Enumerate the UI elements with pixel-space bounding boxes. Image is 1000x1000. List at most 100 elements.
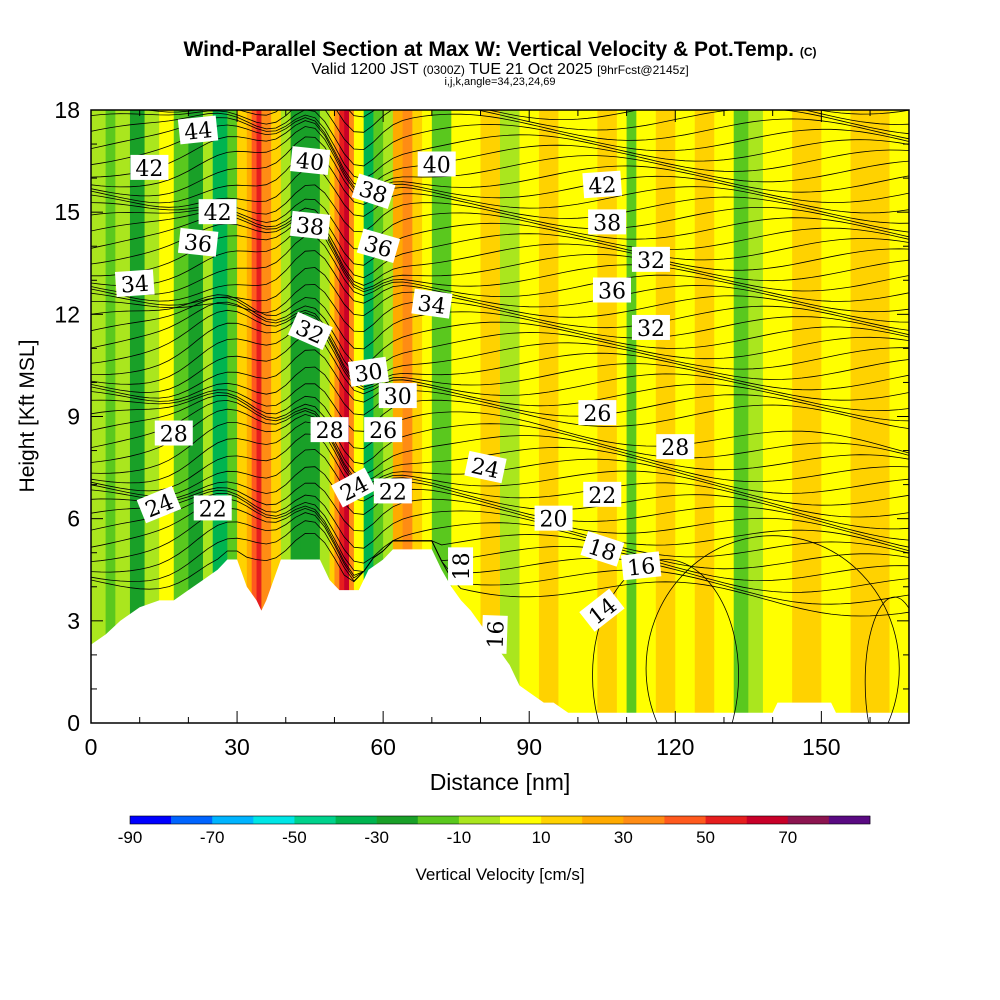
theta-label: 16 xyxy=(481,615,510,654)
velocity-column xyxy=(373,110,384,723)
theta-label: 24 xyxy=(464,450,507,484)
theta-label: 36 xyxy=(177,227,219,258)
theta-contour xyxy=(91,136,909,203)
theta-contour xyxy=(91,408,909,483)
theta-label-text: 16 xyxy=(626,554,656,582)
velocity-column xyxy=(792,110,822,723)
y-tick-label: 6 xyxy=(67,506,80,532)
theta-contour xyxy=(91,492,909,564)
y-tick-label: 9 xyxy=(67,404,80,430)
theta-contour xyxy=(91,433,909,518)
theta-label: 32 xyxy=(631,314,670,342)
theta-label-text: 22 xyxy=(199,497,227,522)
theta-contour xyxy=(91,284,909,333)
velocity-column xyxy=(334,110,340,723)
theta-contour xyxy=(864,596,909,723)
theta-label: 20 xyxy=(534,505,573,533)
velocity-column xyxy=(480,110,501,723)
velocity-column xyxy=(256,110,262,723)
theta-label: 18 xyxy=(448,547,475,586)
colorbar-tick-label: -10 xyxy=(447,828,472,847)
theta-contour xyxy=(91,120,909,192)
velocity-column xyxy=(422,110,433,723)
velocity-column xyxy=(850,110,871,723)
theta-label: 22 xyxy=(373,478,412,505)
theta-label-text: 16 xyxy=(484,620,510,649)
theta-label-text: 32 xyxy=(637,249,665,274)
theta-label: 38 xyxy=(289,210,331,241)
colorbar-swatch xyxy=(294,816,336,824)
colorbar-swatch xyxy=(212,816,254,824)
velocity-column xyxy=(626,110,637,723)
colorbar-tick-label: -50 xyxy=(282,828,307,847)
theta-label-text: 34 xyxy=(416,291,447,320)
theta-label-text: 42 xyxy=(588,173,618,200)
theta-label-text: 28 xyxy=(661,436,689,461)
theta-label: 40 xyxy=(289,146,331,177)
theta-contour xyxy=(91,520,909,605)
y-tick-label: 12 xyxy=(54,301,80,327)
theta-contour xyxy=(91,224,909,293)
theta-label-text: 22 xyxy=(379,480,407,505)
velocity-column xyxy=(402,110,413,723)
colorbar-swatch xyxy=(500,816,542,824)
colorbar-swatch xyxy=(130,816,172,824)
theta-label-text: 32 xyxy=(637,317,665,342)
theta-label-text: 34 xyxy=(120,272,150,299)
velocity-column xyxy=(694,110,715,723)
theta-contour xyxy=(91,296,909,366)
velocity-column xyxy=(246,110,253,723)
velocity-column xyxy=(319,110,331,723)
theta-contour xyxy=(91,150,909,214)
velocity-column xyxy=(129,110,146,723)
colorbar-swatch xyxy=(582,816,624,824)
velocity-column xyxy=(392,110,404,723)
theta-contour xyxy=(91,110,909,151)
velocity-column xyxy=(300,110,311,723)
theta-label: 22 xyxy=(193,495,232,522)
velocity-column xyxy=(310,110,321,723)
y-axis-label: Height [Kft MSL] xyxy=(16,340,39,493)
colorbar-swatch xyxy=(417,816,460,824)
theta-label: 32 xyxy=(631,246,670,274)
x-tick-label: 120 xyxy=(656,734,694,760)
velocity-column xyxy=(714,110,735,723)
velocity-column xyxy=(748,110,764,723)
velocity-column xyxy=(227,110,238,723)
theta-label-text: 18 xyxy=(450,552,475,580)
colorbar-swatch xyxy=(787,816,830,824)
theta-label: 42 xyxy=(198,199,237,226)
theta-contour xyxy=(91,250,909,313)
terrain-mask xyxy=(91,549,909,723)
theta-contour xyxy=(91,449,909,530)
theta-label-text: 42 xyxy=(135,157,163,182)
theta-label-text: 24 xyxy=(469,454,502,484)
colorbar-tick-label: -30 xyxy=(364,828,389,847)
theta-label: 28 xyxy=(656,434,695,461)
theta-contour xyxy=(91,110,909,167)
velocity-column xyxy=(329,110,335,723)
theta-contour xyxy=(91,421,909,506)
colorbar-swatch xyxy=(828,816,871,824)
theta-contour xyxy=(91,532,909,617)
colorbar-tick-label: 10 xyxy=(532,828,551,847)
theta-label-text: 40 xyxy=(295,149,325,177)
velocity-column xyxy=(870,110,891,723)
velocity-column xyxy=(159,110,175,723)
theta-contour xyxy=(91,349,909,412)
theta-label-text: 40 xyxy=(423,153,451,178)
theta-label-text: 28 xyxy=(160,423,188,448)
velocity-column xyxy=(655,110,676,723)
theta-contour xyxy=(91,114,909,180)
theta-contour xyxy=(91,235,909,302)
velocity-column xyxy=(762,110,793,723)
chart-params: i,j,k,angle=34,23,24,69 xyxy=(444,76,556,88)
theta-contour xyxy=(91,218,909,290)
colorbar-swatch xyxy=(705,816,747,824)
theta-contour xyxy=(91,301,909,377)
velocity-column xyxy=(636,110,657,723)
theta-label-text: 20 xyxy=(540,508,568,533)
theta-label-text: 28 xyxy=(316,419,344,444)
theta-label: 38 xyxy=(351,173,396,209)
theta-label-text: 38 xyxy=(295,213,325,241)
